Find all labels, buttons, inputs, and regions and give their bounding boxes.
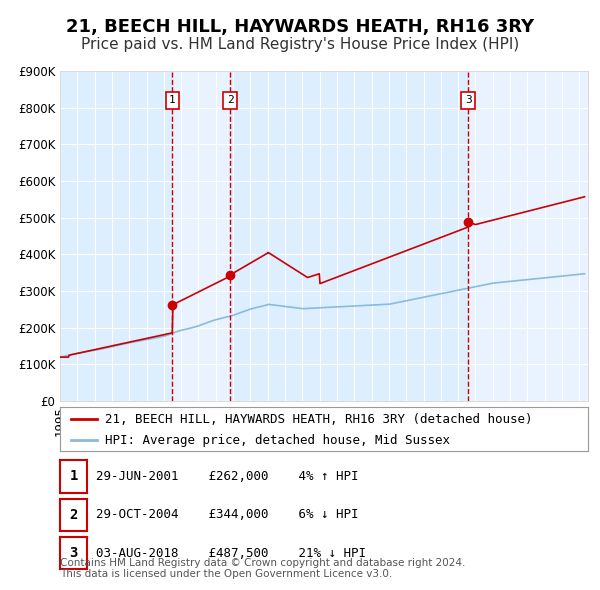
Text: 1: 1 xyxy=(70,470,77,483)
Text: 2: 2 xyxy=(70,508,77,522)
Text: Contains HM Land Registry data © Crown copyright and database right 2024.
This d: Contains HM Land Registry data © Crown c… xyxy=(60,558,466,579)
Bar xyxy=(468,71,588,401)
Bar xyxy=(172,71,230,401)
Text: 2: 2 xyxy=(227,95,233,105)
Text: 21, BEECH HILL, HAYWARDS HEATH, RH16 3RY: 21, BEECH HILL, HAYWARDS HEATH, RH16 3RY xyxy=(66,18,534,35)
Text: HPI: Average price, detached house, Mid Sussex: HPI: Average price, detached house, Mid … xyxy=(105,434,450,447)
Text: 03-AUG-2018    £487,500    21% ↓ HPI: 03-AUG-2018 £487,500 21% ↓ HPI xyxy=(96,546,366,560)
Text: 21, BEECH HILL, HAYWARDS HEATH, RH16 3RY (detached house): 21, BEECH HILL, HAYWARDS HEATH, RH16 3RY… xyxy=(105,413,532,426)
Text: 3: 3 xyxy=(70,546,77,560)
Text: 29-OCT-2004    £344,000    6% ↓ HPI: 29-OCT-2004 £344,000 6% ↓ HPI xyxy=(96,508,359,522)
Text: 29-JUN-2001    £262,000    4% ↑ HPI: 29-JUN-2001 £262,000 4% ↑ HPI xyxy=(96,470,359,483)
Text: 3: 3 xyxy=(465,95,472,105)
Text: 1: 1 xyxy=(169,95,176,105)
Text: Price paid vs. HM Land Registry's House Price Index (HPI): Price paid vs. HM Land Registry's House … xyxy=(81,37,519,52)
